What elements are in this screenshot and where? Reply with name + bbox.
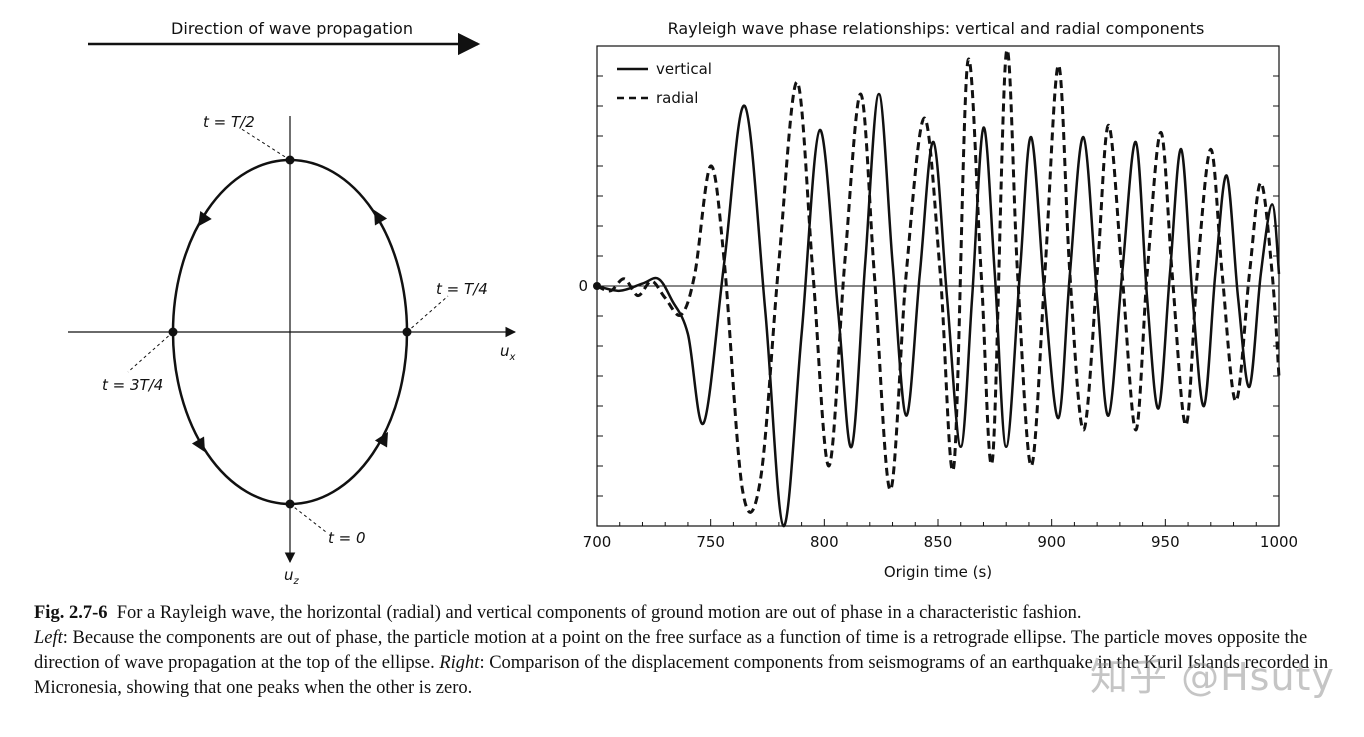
legend-label-radial: radial — [656, 89, 698, 107]
left-panel: Direction of wave propagation t = T/2 t … — [68, 19, 517, 587]
x-tick-label: 1000 — [1260, 533, 1298, 551]
x-tick-label: 850 — [924, 533, 953, 551]
x-tick-labels: 700 750 800 850 900 950 1000 — [583, 533, 1298, 551]
axis-label-ux: ux — [500, 342, 516, 363]
leader-t-zero — [289, 503, 327, 533]
leader-t-quarter — [406, 295, 449, 333]
ellipse-arrow-lower-left — [191, 436, 205, 453]
caption-body: Left: Because the components are out of … — [34, 626, 1334, 701]
figure-caption: Fig. 2.7-6 For a Rayleigh wave, the hori… — [34, 601, 1334, 701]
direction-label: Direction of wave propagation — [171, 19, 413, 38]
x-tick-label: 750 — [696, 533, 725, 551]
x-axis-label: Origin time (s) — [884, 563, 992, 581]
x-tick-label: 800 — [810, 533, 839, 551]
label-t-zero: t = 0 — [328, 529, 366, 547]
caption-left-text: : Because the components are out of phas… — [34, 628, 1308, 673]
series-start-point — [593, 282, 601, 290]
caption-line-1: Fig. 2.7-6 For a Rayleigh wave, the hori… — [34, 601, 1334, 626]
series-line-radial — [596, 48, 1281, 514]
series-line-vertical — [596, 92, 1281, 528]
caption-left-label: Left — [34, 628, 63, 648]
chart: Rayleigh wave phase relationships: verti… — [578, 19, 1298, 581]
series-layer — [593, 48, 1281, 528]
label-t-quarter: t = T/4 — [436, 280, 488, 298]
leader-t-three-quarter — [127, 331, 174, 373]
caption-right-label: Right — [439, 653, 480, 673]
label-t-half: t = T/2 — [203, 113, 255, 131]
legend: vertical radial — [617, 60, 712, 107]
ellipse-arrow-upper-right — [374, 209, 388, 226]
watermark: 知乎 @Hsuty — [1090, 655, 1335, 699]
y-tick-label-zero: 0 — [578, 277, 588, 295]
x-ticks — [596, 519, 1280, 526]
figure: Direction of wave propagation t = T/2 t … — [68, 19, 1298, 587]
caption-summary: For a Rayleigh wave, the horizontal (rad… — [116, 603, 1082, 623]
x-tick-label: 900 — [1037, 533, 1066, 551]
chart-title: Rayleigh wave phase relationships: verti… — [668, 19, 1205, 38]
label-t-three-quarter: t = 3T/4 — [102, 376, 163, 394]
leader-t-half — [239, 127, 291, 161]
x-tick-label: 700 — [583, 533, 612, 551]
ellipse-arrow-lower-right — [374, 431, 388, 448]
legend-label-vertical: vertical — [656, 60, 712, 78]
caption-figure-label: Fig. 2.7-6 — [34, 603, 108, 623]
axis-label-uz: uz — [284, 566, 300, 587]
x-tick-label: 950 — [1151, 533, 1180, 551]
ellipse-arrow-upper-left — [197, 210, 212, 227]
caption-right-text: : Comparison of the displacement compone… — [34, 653, 1329, 698]
